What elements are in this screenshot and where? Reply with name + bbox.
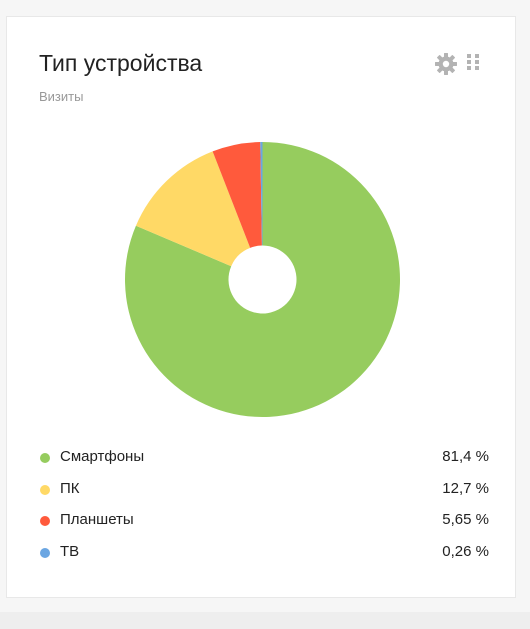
- device-type-donut-chart: [125, 142, 400, 417]
- legend-item[interactable]: Планшеты 5,65 %: [37, 510, 489, 542]
- widget-subtitle: Визиты: [39, 89, 84, 104]
- legend-item[interactable]: ТВ 0,26 %: [37, 542, 489, 574]
- legend-item[interactable]: ПК 12,7 %: [37, 479, 489, 511]
- legend-value: 5,65 %: [442, 511, 489, 528]
- next-widget-edge: [0, 612, 530, 629]
- chart-legend: Смартфоны 81,4 % ПК 12,7 % Планшеты 5,65 % ТВ 0…: [37, 447, 489, 573]
- pie-slice-1[interactable]: [125, 142, 400, 417]
- legend-label: Планшеты: [60, 511, 134, 528]
- legend-item[interactable]: Смартфоны 81,4 %: [37, 447, 489, 479]
- legend-label: ТВ: [60, 542, 80, 560]
- pie-slice-3[interactable]: [212, 142, 262, 248]
- gear-icon[interactable]: [434, 52, 458, 76]
- legend-dot-icon: [40, 453, 50, 463]
- legend-value: 12,7 %: [442, 479, 489, 497]
- device-type-widget: Тип устройства Визиты: [6, 16, 516, 598]
- drag-handle-icon[interactable]: [466, 52, 480, 76]
- legend-dot-icon: [40, 547, 50, 558]
- legend-dot-icon: [40, 516, 50, 526]
- legend-dot-icon: [40, 484, 50, 495]
- pie-slice-2[interactable]: [135, 151, 251, 267]
- pie-slice-4[interactable]: [260, 142, 263, 246]
- legend-label: ПК: [60, 479, 80, 497]
- legend-value: 0,26 %: [442, 542, 489, 560]
- legend-value: 81,4 %: [442, 448, 489, 465]
- widget-title: Тип устройства: [39, 50, 203, 76]
- legend-label: Смартфоны: [60, 448, 145, 465]
